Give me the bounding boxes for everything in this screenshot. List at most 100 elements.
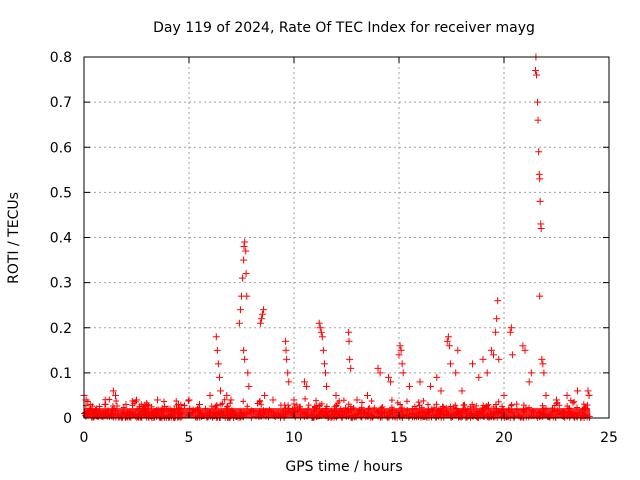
- data-point: [257, 315, 265, 323]
- data-point: [303, 382, 311, 390]
- data-point: [374, 364, 382, 372]
- x-tick-label: 5: [185, 430, 194, 446]
- data-point: [315, 319, 323, 327]
- data-point: [364, 391, 371, 399]
- data-point: [154, 396, 161, 404]
- data-point: [185, 396, 193, 404]
- data-point: [387, 378, 395, 386]
- data-point: [217, 387, 224, 395]
- data-points: [80, 53, 593, 413]
- data-point: [240, 256, 248, 264]
- data-point: [109, 387, 117, 395]
- data-point: [236, 306, 244, 314]
- data-point: [521, 346, 529, 354]
- data-point: [584, 387, 592, 395]
- data-point: [261, 391, 269, 399]
- data-point: [320, 360, 328, 368]
- data-point: [345, 328, 353, 336]
- data-point: [260, 306, 268, 314]
- data-point: [223, 391, 231, 399]
- data-point: [206, 391, 214, 399]
- y-axis-label: ROTI / TECUs: [6, 192, 22, 284]
- data-point: [376, 369, 384, 377]
- data-point: [164, 405, 172, 413]
- data-point: [519, 342, 527, 350]
- data-point: [487, 346, 495, 354]
- data-point: [332, 391, 340, 399]
- y-tick-label: 0.7: [50, 95, 72, 111]
- x-axis-label: GPS time / hours: [285, 459, 402, 475]
- data-point: [396, 342, 404, 350]
- data-point: [443, 337, 451, 345]
- data-point: [395, 351, 403, 359]
- y-tick-label: 0.5: [50, 185, 72, 201]
- data-point: [493, 315, 501, 323]
- x-tick-label: 20: [495, 430, 513, 446]
- data-point: [346, 355, 354, 363]
- x-tick-label: 10: [285, 430, 303, 446]
- data-point: [285, 378, 293, 386]
- data-point: [133, 396, 140, 404]
- data-point: [196, 400, 203, 408]
- data-point: [283, 355, 291, 363]
- data-point: [214, 360, 222, 368]
- data-point: [259, 310, 266, 318]
- data-point: [416, 378, 424, 386]
- grid-lines: [84, 57, 609, 418]
- y-tick-label: 0.8: [50, 50, 72, 66]
- data-point: [101, 400, 109, 408]
- data-point: [539, 360, 547, 368]
- data-point: [446, 360, 454, 368]
- y-tick-label: 0.1: [50, 366, 72, 382]
- data-point: [492, 328, 500, 336]
- data-point: [508, 351, 516, 359]
- data-point: [282, 337, 290, 345]
- data-point: [534, 98, 542, 106]
- data-point: [536, 175, 544, 183]
- data-point: [585, 391, 593, 399]
- data-point: [536, 197, 544, 205]
- x-tick-label: 0: [80, 430, 89, 446]
- data-point: [475, 373, 483, 381]
- data-point: [445, 342, 453, 350]
- data-point: [212, 333, 220, 341]
- data-point: [458, 387, 466, 395]
- data-point: [239, 274, 247, 282]
- data-point: [452, 369, 460, 377]
- data-point: [532, 67, 539, 75]
- y-tick-label: 0.6: [50, 140, 72, 156]
- data-point: [490, 351, 497, 359]
- data-point: [143, 400, 151, 408]
- data-point: [245, 382, 253, 390]
- data-point: [215, 373, 223, 381]
- data-point: [112, 391, 119, 399]
- data-point: [241, 238, 249, 246]
- data-point: [347, 364, 355, 372]
- y-tick-label: 0.4: [50, 231, 72, 247]
- data-point: [242, 247, 250, 255]
- data-point: [536, 292, 544, 300]
- data-point: [256, 319, 264, 327]
- data-point: [385, 373, 392, 381]
- data-point: [227, 396, 235, 404]
- y-axis-ticks: 0 0.1 0.2 0.3 0.4 0.5 0.6 0.7 0.8: [50, 50, 609, 427]
- data-point: [323, 382, 331, 390]
- x-tick-label: 25: [600, 430, 618, 446]
- data-point: [542, 391, 550, 399]
- y-tick-label: 0.3: [50, 276, 72, 292]
- data-point: [86, 400, 94, 408]
- data-point: [553, 396, 560, 404]
- data-point: [506, 328, 514, 336]
- data-point: [437, 387, 445, 395]
- data-point: [427, 382, 434, 390]
- data-point: [399, 369, 407, 377]
- data-point: [538, 355, 546, 363]
- data-point: [507, 324, 515, 332]
- data-point: [317, 328, 325, 336]
- data-point: [301, 378, 308, 386]
- data-point: [527, 369, 535, 377]
- data-point: [235, 319, 243, 327]
- data-point: [469, 360, 476, 368]
- data-point: [397, 346, 405, 354]
- data-point: [284, 369, 292, 377]
